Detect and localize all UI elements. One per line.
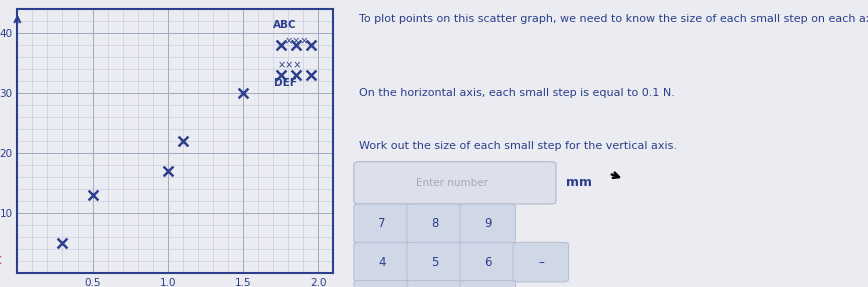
Point <box>304 42 318 47</box>
Text: C: C <box>0 256 1 266</box>
FancyBboxPatch shape <box>460 281 516 287</box>
Text: ABC: ABC <box>273 20 297 30</box>
FancyBboxPatch shape <box>513 242 569 282</box>
FancyBboxPatch shape <box>407 242 463 282</box>
Text: 9: 9 <box>484 217 491 230</box>
Text: Work out the size of each small step for the vertical axis.: Work out the size of each small step for… <box>358 141 677 151</box>
Text: mm: mm <box>566 177 592 189</box>
Point <box>176 138 190 143</box>
Text: 7: 7 <box>378 217 385 230</box>
Text: On the horizontal axis, each small step is equal to 0.1 N.: On the horizontal axis, each small step … <box>358 88 674 98</box>
FancyBboxPatch shape <box>460 242 516 282</box>
Point <box>273 42 287 47</box>
Text: To plot points on this scatter graph, we need to know the size of each small ste: To plot points on this scatter graph, we… <box>358 14 868 24</box>
Point <box>236 90 250 95</box>
FancyBboxPatch shape <box>354 242 410 282</box>
Text: 5: 5 <box>431 256 438 269</box>
Text: 6: 6 <box>484 256 491 269</box>
Text: –: – <box>538 256 543 269</box>
Point <box>86 192 100 197</box>
FancyBboxPatch shape <box>460 204 516 244</box>
Text: Enter number: Enter number <box>417 178 489 188</box>
Point <box>161 168 174 173</box>
Text: 8: 8 <box>431 217 438 230</box>
Point <box>289 42 303 47</box>
Point <box>304 72 318 77</box>
Point <box>273 72 287 77</box>
Text: DEF: DEF <box>273 77 297 88</box>
FancyBboxPatch shape <box>354 162 556 204</box>
Point <box>56 240 69 245</box>
FancyBboxPatch shape <box>354 204 410 244</box>
Point <box>289 72 303 77</box>
Text: ×××: ××× <box>278 61 302 71</box>
Text: ×××: ××× <box>285 37 309 46</box>
FancyBboxPatch shape <box>354 281 410 287</box>
Text: 4: 4 <box>378 256 385 269</box>
FancyBboxPatch shape <box>407 204 463 244</box>
FancyBboxPatch shape <box>407 281 463 287</box>
